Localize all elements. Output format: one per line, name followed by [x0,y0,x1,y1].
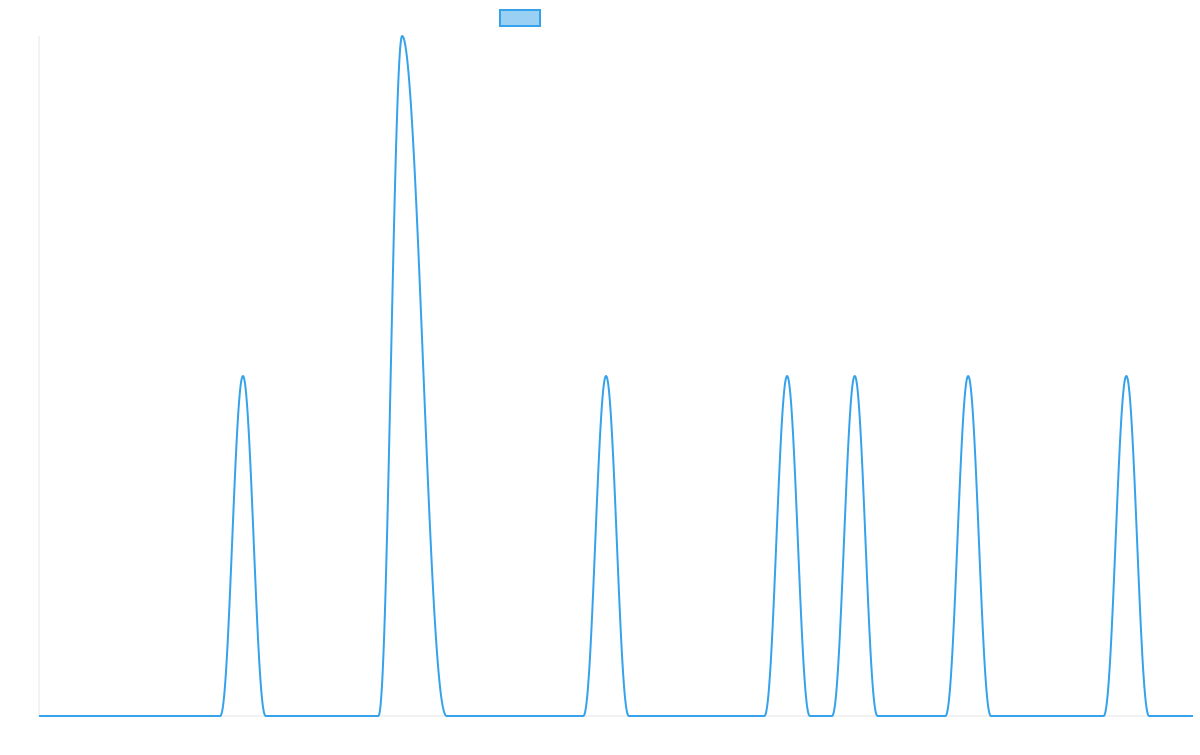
plot-area [38,33,1194,717]
data-point-0-6[interactable] [1123,373,1129,379]
data-point-0-5[interactable] [965,373,971,379]
series-group [38,33,1194,717]
data-point-0-1[interactable] [399,33,405,39]
data-point-0-3[interactable] [784,373,790,379]
legend[interactable] [499,9,541,27]
data-point-0-2[interactable] [603,373,609,379]
data-point-0-0[interactable] [240,373,246,379]
series-line-0[interactable] [38,35,1194,717]
legend-swatch[interactable] [499,9,541,27]
data-point-0-4[interactable] [852,373,858,379]
